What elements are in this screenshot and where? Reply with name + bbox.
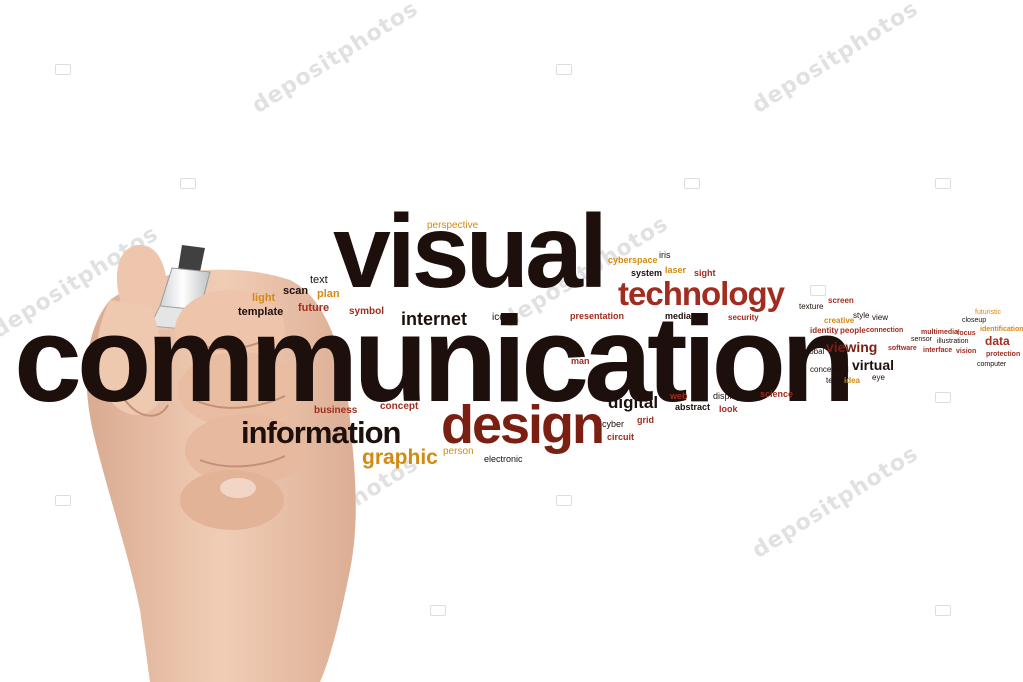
word-identification: identification — [980, 326, 1023, 333]
word-sight: sight — [694, 268, 716, 278]
word-technology: technology — [618, 275, 785, 312]
word-software: software — [888, 345, 917, 352]
word-web: web — [670, 391, 688, 401]
word-template: template — [238, 306, 284, 318]
camera-icon — [935, 178, 951, 189]
word-text: text — [310, 274, 328, 286]
word-business: business — [314, 405, 358, 416]
word-man: man — [571, 356, 590, 366]
word-view: view — [872, 313, 889, 322]
word-art: art — [692, 391, 703, 401]
word-idea: idea — [844, 376, 861, 385]
camera-icon — [55, 495, 71, 506]
word-communication: communication — [14, 291, 856, 427]
word-abstract: abstract — [675, 402, 711, 412]
camera-icon — [556, 495, 572, 506]
word-illustration: illustration — [937, 338, 969, 345]
word-symbol: symbol — [349, 306, 385, 317]
word-closeup: closeup — [962, 317, 987, 324]
word-sensor: sensor — [911, 336, 933, 343]
word-creative: creative — [824, 316, 855, 325]
word-person: person — [443, 446, 474, 457]
word-perspective: perspective — [427, 220, 479, 231]
word-information: information — [241, 415, 401, 450]
word-vision: vision — [956, 348, 977, 355]
word-presentation: presentation — [570, 311, 625, 321]
word-look: look — [719, 404, 738, 414]
word-screen: screen — [828, 296, 854, 305]
word-protection: protection — [986, 351, 1021, 358]
word-concept: concept — [380, 401, 419, 412]
word-display: display — [713, 391, 742, 401]
word-laser: laser — [665, 265, 687, 275]
camera-icon — [684, 178, 700, 189]
camera-icon — [430, 605, 446, 616]
word-graphic: graphic — [362, 446, 438, 469]
word-media: media — [665, 311, 692, 321]
word-iris: iris — [659, 250, 671, 260]
word-scan: scan — [283, 285, 309, 297]
word-visual: visual — [333, 194, 608, 310]
word-eye: eye — [872, 373, 885, 382]
word-digital: digital — [608, 393, 659, 412]
camera-icon — [55, 64, 71, 75]
word-style: style — [853, 311, 870, 320]
word-virtual: virtual — [852, 357, 895, 373]
word-cyber: cyber — [602, 419, 625, 429]
word-future: future — [298, 302, 330, 314]
word-science: science — [760, 389, 794, 399]
camera-icon — [935, 605, 951, 616]
word-identity: identity — [810, 326, 839, 335]
camera-icon — [935, 392, 951, 403]
word-connection: connection — [866, 327, 904, 334]
word-people: people — [840, 326, 866, 335]
word-design: design — [441, 395, 605, 455]
word-texture: texture — [799, 302, 824, 311]
word-internet: internet — [401, 309, 468, 329]
word-futuristic: futuristic — [975, 309, 1002, 316]
word-system: system — [631, 268, 663, 278]
word-plan: plan — [317, 288, 340, 300]
word-conceptual: conceptual — [810, 365, 849, 374]
word-light: light — [252, 292, 276, 304]
word-data: data — [985, 334, 1010, 348]
word-icon: icon — [492, 312, 511, 323]
word-security: security — [728, 313, 759, 322]
word-multimedia: multimedia — [921, 329, 958, 336]
word-global: global — [803, 347, 825, 356]
word-computer: computer — [977, 361, 1007, 368]
word-circuit: circuit — [607, 432, 635, 442]
word-tech: tech — [826, 376, 842, 385]
word-grid: grid — [637, 415, 654, 425]
word-viewing: viewing — [826, 339, 878, 355]
word-cyberspace: cyberspace — [608, 255, 658, 265]
camera-icon — [180, 178, 196, 189]
word-focus: focus — [957, 330, 976, 337]
camera-icon — [810, 285, 826, 296]
word-interface: interface — [923, 347, 953, 354]
word-electronic: electronic — [484, 454, 523, 464]
camera-icon — [556, 64, 572, 75]
